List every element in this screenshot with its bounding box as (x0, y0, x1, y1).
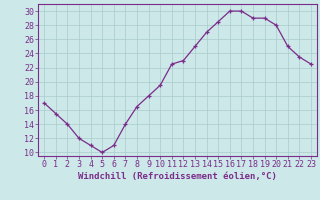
X-axis label: Windchill (Refroidissement éolien,°C): Windchill (Refroidissement éolien,°C) (78, 172, 277, 181)
